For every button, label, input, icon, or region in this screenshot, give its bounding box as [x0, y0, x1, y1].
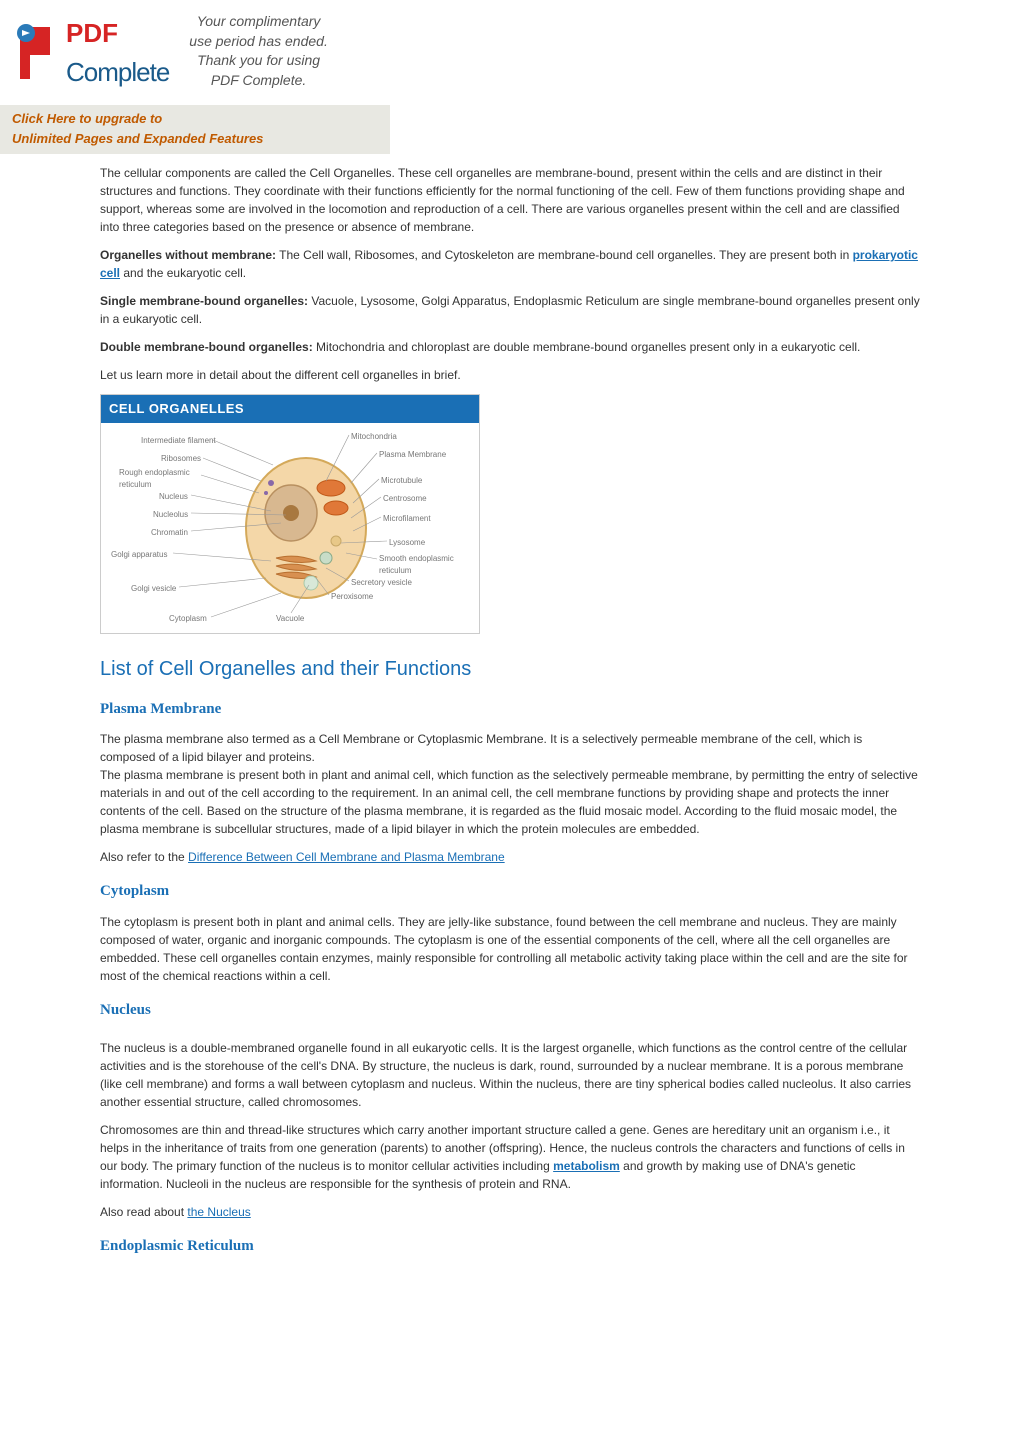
text: Mitochondria and chloroplast are double …	[313, 340, 861, 354]
organelles-without-membrane: Organelles without membrane: The Cell wa…	[100, 246, 920, 282]
text: The Cell wall, Ribosomes, and Cytoskelet…	[276, 248, 853, 262]
label-intermediate-filament: Intermediate filament	[141, 435, 216, 447]
banner-slogan: Your complimentary use period has ended.…	[181, 0, 348, 105]
label-chromatin: Chromatin	[151, 527, 188, 539]
nucleus-p1: The nucleus is a double-membraned organe…	[100, 1039, 920, 1111]
label-lysosome: Lysosome	[389, 537, 425, 549]
diagram-header: CELL ORGANELLES	[101, 395, 479, 423]
cell-membrane-diff-link[interactable]: Difference Between Cell Membrane and Pla…	[188, 850, 505, 864]
label-cytoplasm: Cytoplasm	[169, 613, 207, 625]
upgrade-line2: Unlimited Pages and Expanded Features	[12, 129, 378, 149]
logo-text: PDF Complete	[66, 14, 169, 92]
nucleus-link[interactable]: the Nucleus	[187, 1205, 250, 1219]
plasma-p3: Also refer to the Difference Between Cel…	[100, 848, 920, 866]
text: Also read about	[100, 1205, 187, 1219]
banner-logo-area: PDF Complete	[0, 0, 181, 105]
label: Organelles without membrane:	[100, 248, 276, 262]
label-ribosomes: Ribosomes	[161, 453, 201, 465]
document-content: The cellular components are called the C…	[0, 154, 1020, 1308]
logo-complete-text: Complete	[66, 57, 169, 87]
diagram-body: Intermediate filament Ribosomes Rough en…	[101, 423, 479, 633]
label-smooth-er: Smooth endoplasmic reticulum	[379, 553, 454, 577]
logo: PDF Complete	[12, 14, 169, 92]
label: Double membrane-bound organelles:	[100, 340, 313, 354]
label-plasma-membrane: Plasma Membrane	[379, 449, 446, 461]
er-heading: Endoplasmic Reticulum	[100, 1235, 920, 1258]
section-heading: List of Cell Organelles and their Functi…	[100, 654, 920, 684]
label-nucleus: Nucleus	[159, 491, 188, 503]
pdf-logo-icon	[12, 17, 60, 89]
label-microfilament: Microfilament	[383, 513, 431, 525]
label-peroxisome: Peroxisome	[331, 591, 373, 603]
label-secretory-vesicle: Secretory vesicle	[351, 577, 412, 589]
text: Also refer to the	[100, 850, 188, 864]
intro-closing: Let us learn more in detail about the di…	[100, 366, 920, 384]
plasma-p1: The plasma membrane also termed as a Cel…	[100, 730, 920, 766]
plasma-membrane-heading: Plasma Membrane	[100, 698, 920, 721]
label-rough-er: Rough endoplasmic reticulum	[119, 467, 190, 491]
label: Single membrane-bound organelles:	[100, 294, 308, 308]
cytoplasm-heading: Cytoplasm	[100, 880, 920, 903]
metabolism-link[interactable]: metabolism	[553, 1159, 620, 1173]
double-membrane-bound: Double membrane-bound organelles: Mitoch…	[100, 338, 920, 356]
upgrade-line1: Click Here to upgrade to	[12, 109, 378, 129]
nucleus-heading: Nucleus	[100, 999, 920, 1022]
cell-organelles-diagram: CELL ORGANELLES Intermediate filament Ri…	[100, 394, 480, 634]
nucleus-p3: Also read about the Nucleus	[100, 1203, 920, 1221]
text: and the eukaryotic cell.	[120, 266, 246, 280]
slogan-line: PDF Complete.	[189, 71, 328, 91]
slogan-line: use period has ended.	[189, 32, 328, 52]
nucleus-p2: Chromosomes are thin and thread-like str…	[100, 1121, 920, 1193]
label-microtubule: Microtubule	[381, 475, 422, 487]
intro-paragraph: The cellular components are called the C…	[100, 164, 920, 236]
label-vacuole: Vacuole	[276, 613, 304, 625]
logo-pdf-text: PDF	[66, 18, 118, 48]
slogan-line: Your complimentary	[189, 12, 328, 32]
label-nucleolus: Nucleolus	[153, 509, 188, 521]
cytoplasm-p1: The cytoplasm is present both in plant a…	[100, 913, 920, 985]
label-mitochondria: Mitochondria	[351, 431, 397, 443]
plasma-p2: The plasma membrane is present both in p…	[100, 766, 920, 838]
label-golgi-vesicle: Golgi vesicle	[131, 583, 176, 595]
single-membrane-bound: Single membrane-bound organelles: Vacuol…	[100, 292, 920, 328]
pdf-complete-banner: PDF Complete Your complimentary use peri…	[0, 0, 1020, 105]
upgrade-strip[interactable]: Click Here to upgrade to Unlimited Pages…	[0, 105, 390, 154]
label-golgi-apparatus: Golgi apparatus	[111, 549, 167, 561]
label-centrosome: Centrosome	[383, 493, 427, 505]
slogan-line: Thank you for using	[189, 51, 328, 71]
